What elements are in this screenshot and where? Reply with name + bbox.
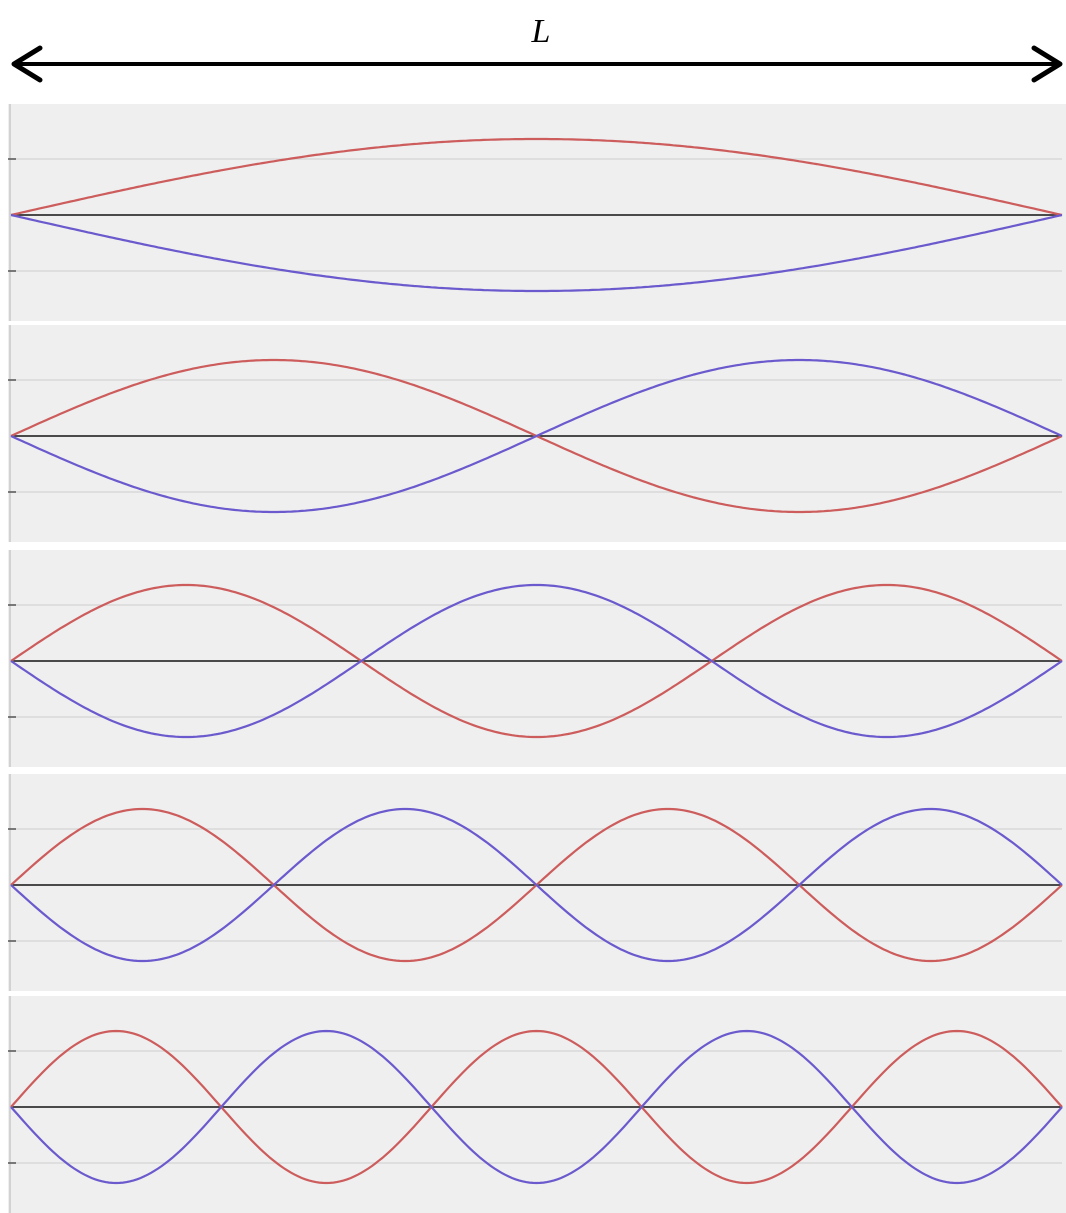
panel-background (8, 774, 1066, 991)
length-arrow-right-head (1031, 45, 1063, 83)
panel-background (8, 104, 1066, 321)
blue-wave-curve (10, 807, 1063, 963)
panel-background (8, 325, 1066, 542)
panel-background (8, 550, 1066, 767)
red-wave-curve (10, 137, 1063, 217)
red-wave-curve (10, 1029, 1063, 1185)
blue-wave-curve (10, 583, 1063, 739)
blue-wave-curve (10, 1029, 1063, 1185)
mode-panel-4 (8, 774, 1066, 991)
mode-panel-3 (8, 550, 1066, 767)
blue-wave-curve (10, 213, 1063, 293)
red-wave-curve (10, 583, 1063, 739)
length-label: L (531, 13, 551, 50)
panel-background (8, 996, 1066, 1213)
blue-wave-curve (10, 358, 1063, 514)
length-arrow: L (11, 13, 1063, 83)
mode-panel-2 (8, 325, 1066, 542)
length-arrow-left-head (11, 45, 43, 83)
mode-panel-5 (8, 996, 1066, 1213)
mode-panels (8, 104, 1066, 1213)
mode-panel-1 (8, 104, 1066, 321)
